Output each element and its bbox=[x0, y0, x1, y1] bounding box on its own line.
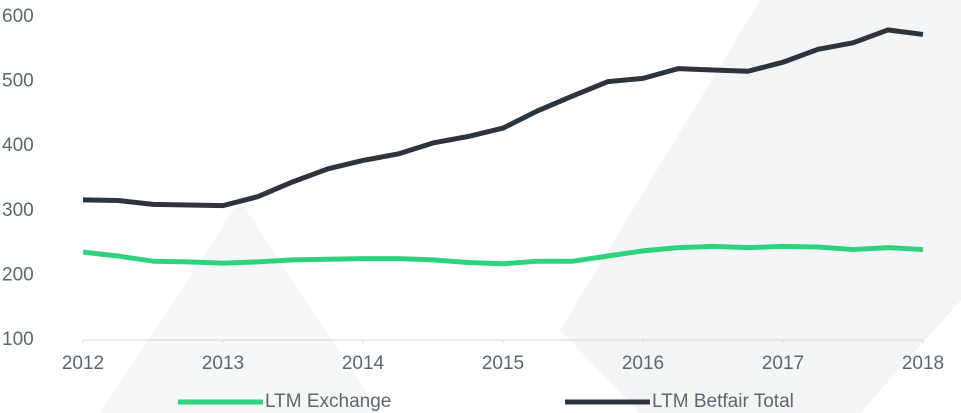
background-shape bbox=[560, 0, 961, 413]
y-tick-label: 100 bbox=[2, 329, 34, 350]
background-shape bbox=[100, 200, 380, 413]
x-tick-label: 2014 bbox=[342, 353, 385, 374]
x-tick-label: 2013 bbox=[202, 353, 244, 374]
series-line bbox=[82, 243, 924, 267]
x-tick-label: 2017 bbox=[762, 353, 804, 374]
y-tick-label: 200 bbox=[2, 264, 34, 285]
x-tick-label: 2016 bbox=[622, 353, 664, 374]
y-tick-label: 400 bbox=[2, 135, 34, 156]
y-tick-label: 300 bbox=[2, 200, 34, 221]
x-tick-label: 2015 bbox=[482, 353, 524, 374]
x-tick-label: 2012 bbox=[62, 353, 104, 374]
x-tick-label: 2018 bbox=[902, 353, 944, 374]
legend-label: LTM Exchange bbox=[265, 391, 391, 412]
y-tick-label: 600 bbox=[2, 6, 34, 27]
series-line bbox=[82, 27, 924, 209]
legend-label: LTM Betfair Total bbox=[652, 391, 794, 412]
y-tick-label: 500 bbox=[2, 71, 34, 92]
